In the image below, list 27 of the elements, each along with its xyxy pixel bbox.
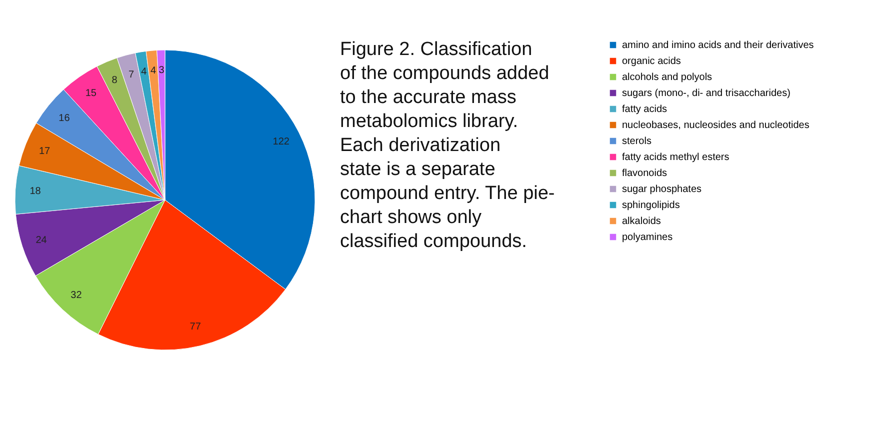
legend-label: nucleobases, nucleosides and nucleotides bbox=[622, 120, 810, 131]
data-label: 18 bbox=[30, 186, 42, 198]
text: Figure 2. Classification of the compounds added to the accurate mass metabolomics library. Each derivatization state is a separate compound entry. The pie-chart shows only classified compounds. bbox=[340, 39, 555, 252]
data-label: 7 bbox=[128, 69, 134, 80]
legend-label: fatty acids methyl esters bbox=[622, 152, 730, 163]
legend-label: sugar phosphates bbox=[622, 184, 702, 195]
data-label: 8 bbox=[112, 75, 118, 86]
data-label: 32 bbox=[70, 290, 82, 301]
data-label: 4 bbox=[150, 66, 156, 77]
legend-label: alkaloids bbox=[622, 216, 661, 227]
legend-label: alcohols and polyols bbox=[622, 72, 712, 83]
data-label: 3 bbox=[158, 65, 165, 76]
legend-label: sphingolipids bbox=[622, 200, 680, 211]
data-label: 122 bbox=[272, 136, 290, 148]
legend-label: organic acids bbox=[622, 56, 681, 67]
data-label: 24 bbox=[36, 234, 48, 246]
data-label: 16 bbox=[58, 112, 70, 124]
data-label: 77 bbox=[190, 321, 202, 332]
data-label: 17 bbox=[38, 146, 51, 158]
legend-label: fatty acids bbox=[622, 104, 668, 115]
legend-label: polyamines bbox=[622, 232, 673, 243]
data-label: 15 bbox=[85, 88, 97, 100]
legend-label: flavonoids bbox=[622, 168, 668, 179]
legend-label: sterols bbox=[622, 136, 652, 147]
legend-label: amino and imino acids and their derivatives bbox=[622, 40, 814, 51]
data-label: 4 bbox=[141, 66, 148, 78]
legend-label: sugars (mono-, di- and trisaccharides) bbox=[622, 88, 790, 99]
